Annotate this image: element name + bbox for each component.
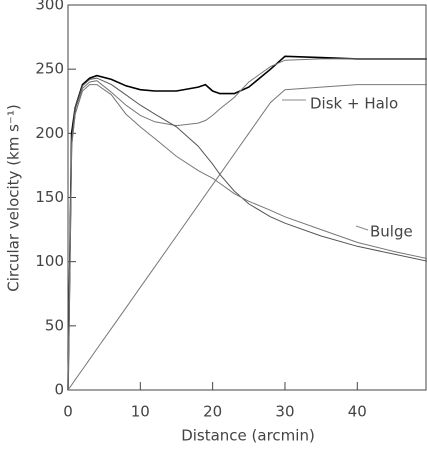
x-tick-label: 30 [275,403,294,421]
curve [67,84,427,391]
plot-frame [67,4,427,391]
x-tick-label: 20 [203,403,222,421]
curve [67,58,427,391]
x-tick-label: 10 [131,403,150,421]
y-tick-label: 200 [35,124,64,142]
annotation: Disk + Halo [310,95,398,113]
x-tick-label: 0 [63,403,73,421]
y-tick-label: 150 [35,188,64,206]
x-axis-label: Distance (arcmin) [181,427,315,445]
curve [67,77,427,391]
y-tick-label: 250 [35,60,64,78]
curve [67,84,427,391]
annotation: Bulge [370,223,413,241]
y-tick-label: 100 [35,252,64,270]
y-tick-label: 0 [54,381,64,399]
y-tick-label: 300 [35,0,64,14]
y-axis-label: Circular velocity (km s⁻¹) [5,104,23,291]
y-tick-label: 50 [45,316,64,334]
leader-line [355,225,369,231]
curve [67,55,427,391]
x-tick-label: 40 [348,403,367,421]
